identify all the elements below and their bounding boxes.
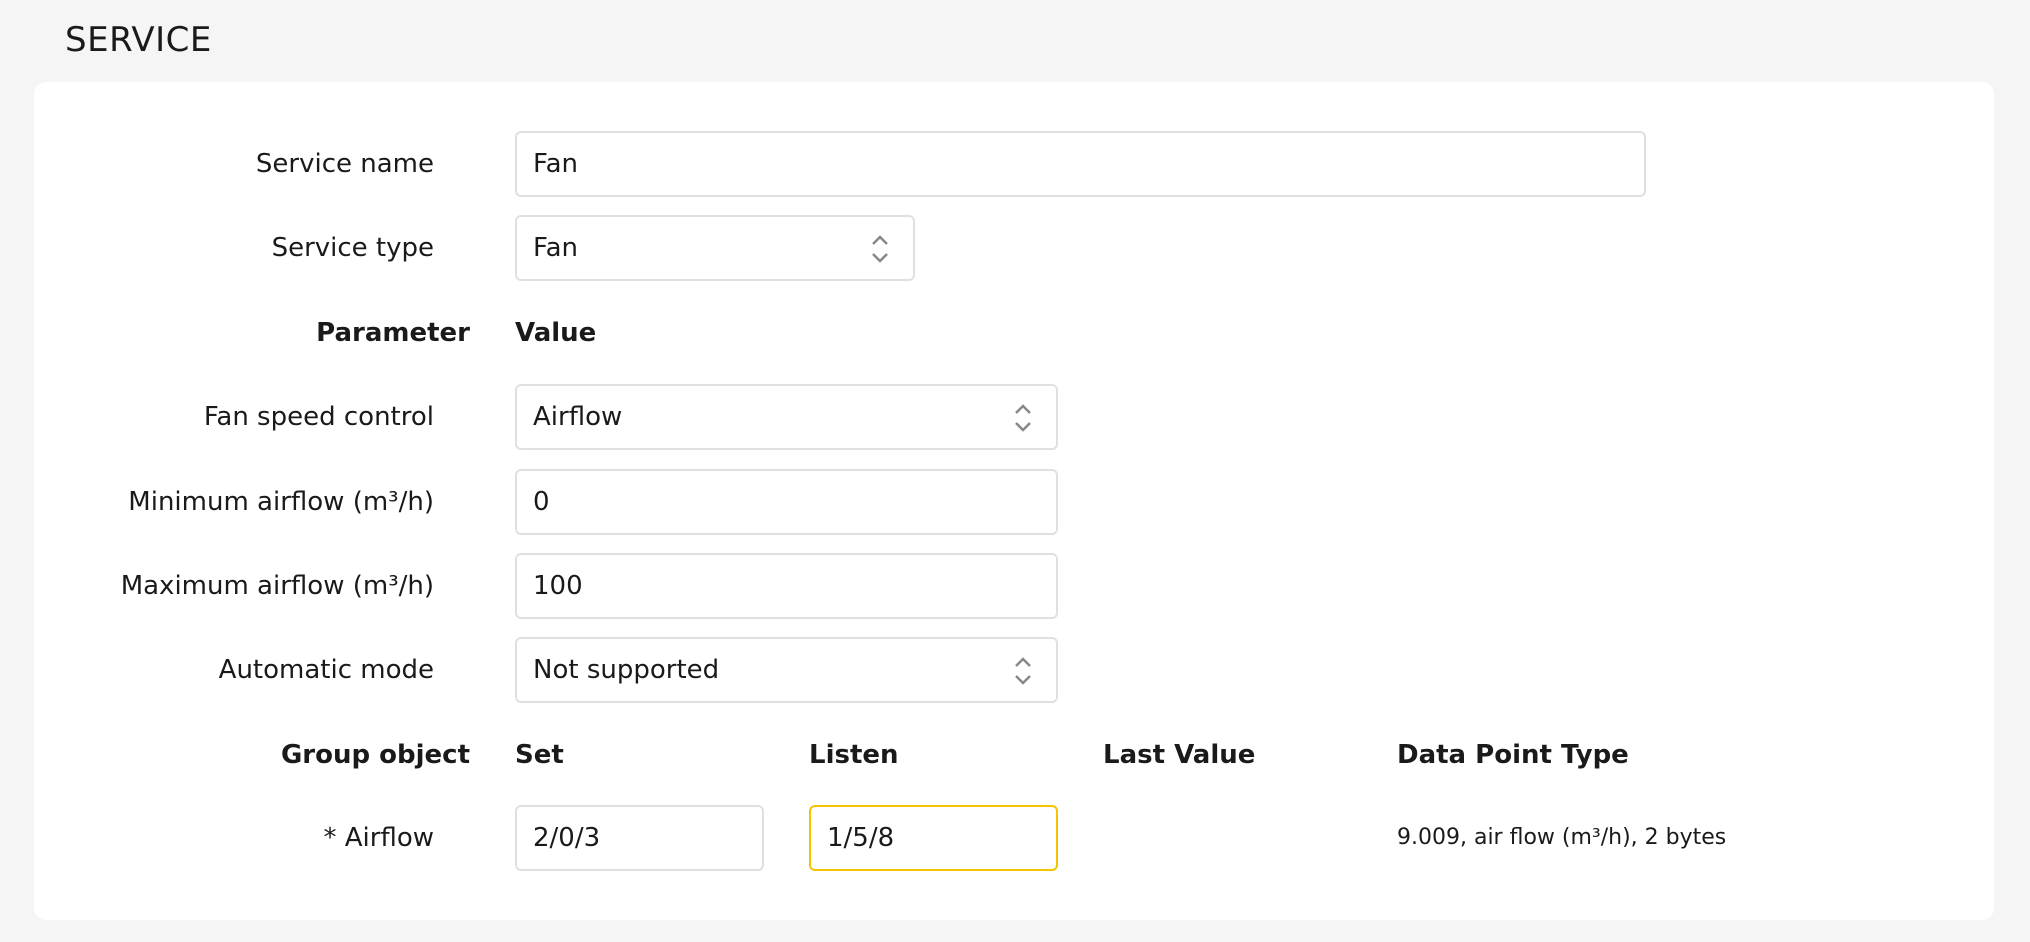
last-value-header: Last Value	[1103, 740, 1256, 770]
fan-speed-control-select[interactable]: Airflow	[515, 384, 1058, 450]
maximum-airflow-label: Maximum airflow (m³/h)	[120, 571, 434, 601]
service-name-label: Service name	[255, 149, 434, 179]
maximum-airflow-input[interactable]	[515, 553, 1058, 619]
minimum-airflow-label: Minimum airflow (m³/h)	[128, 487, 434, 517]
automatic-mode-select[interactable]: Not supported	[515, 637, 1058, 703]
service-type-select[interactable]: Fan	[515, 215, 915, 281]
minimum-airflow-input[interactable]	[515, 469, 1058, 535]
set-header: Set	[515, 740, 564, 770]
airflow-listen-input[interactable]	[809, 805, 1058, 871]
airflow-data-point-type: 9.009, air flow (m³/h), 2 bytes	[1397, 825, 1727, 850]
service-card: Service name Service type Fan Parameter …	[34, 82, 1994, 920]
airflow-group-label: * Airflow	[323, 823, 434, 853]
service-name-input[interactable]	[515, 131, 1646, 197]
fan-speed-control-label: Fan speed control	[203, 402, 434, 432]
chevron-up-down-icon	[872, 235, 888, 263]
service-type-label: Service type	[271, 233, 434, 263]
group-object-header: Group object	[280, 740, 470, 770]
automatic-mode-value: Not supported	[533, 655, 720, 685]
data-point-type-header: Data Point Type	[1397, 740, 1629, 770]
value-header: Value	[515, 318, 597, 348]
automatic-mode-label: Automatic mode	[218, 655, 434, 685]
parameter-header: Parameter	[316, 318, 470, 348]
chevron-up-down-icon	[1015, 657, 1031, 685]
airflow-set-input[interactable]	[515, 805, 764, 871]
chevron-up-down-icon	[1015, 404, 1031, 432]
service-type-value: Fan	[533, 233, 578, 263]
page-title: SERVICE	[65, 20, 212, 60]
listen-header: Listen	[809, 740, 899, 770]
fan-speed-control-value: Airflow	[533, 402, 623, 432]
